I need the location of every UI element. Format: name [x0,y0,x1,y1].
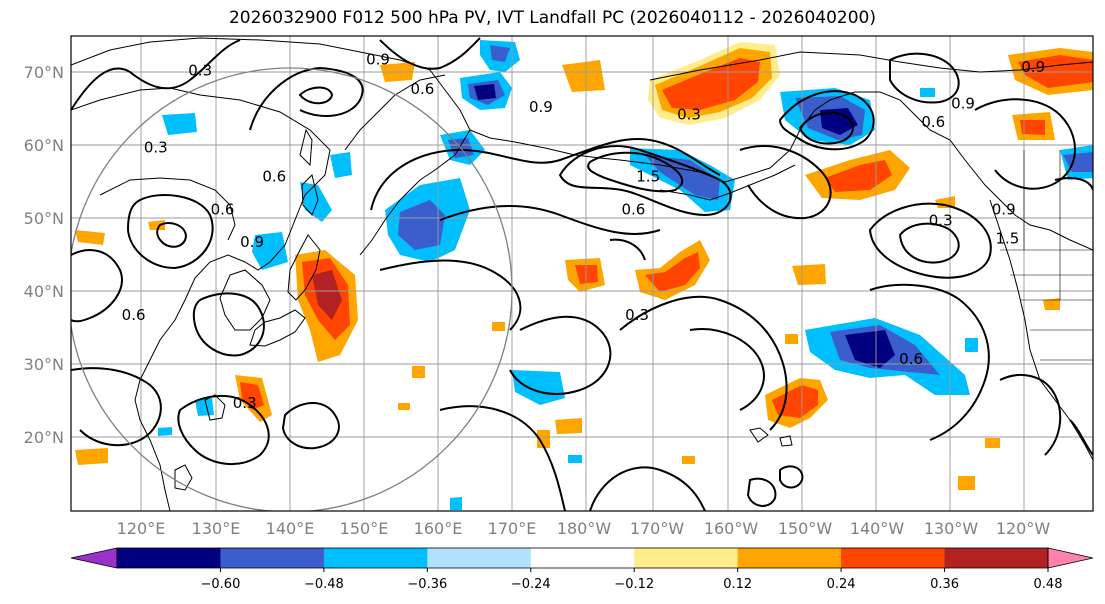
contour-label: 0.3 [677,105,701,123]
contour-label: 0.3 [625,306,649,324]
colorbar-segment [427,548,532,568]
colorbar-tick-label: −0.60 [201,577,241,592]
contour-label: 0.6 [621,200,645,218]
contour-label: 0.6 [410,80,434,98]
colorbar-segment [530,548,635,568]
colorbar-segment [323,548,428,568]
lon-label: 150°E [340,519,389,538]
contour-label: 0.6 [122,306,146,324]
colorbar-segment [841,548,946,568]
contour-labels: 0.3 0.9 0.6 0.3 0.3 0.6 0.6 0.9 0.9 0.3 1.5 0.6 0.9 0… [122,22,1046,412]
landfall-region-circle [71,67,513,511]
colorbar-tick-label: −0.24 [511,577,551,592]
contour-label: 0.6 [262,168,286,186]
pv-shading [75,40,1093,510]
contour-label: 0.9 [992,200,1016,218]
lat-label: 30°N [24,355,64,374]
contour-label: 0.9 [366,51,390,69]
colorbar-tick-label: 0.24 [827,577,856,592]
contour-label: 0.9 [529,98,553,116]
colorbar-segment [220,548,325,568]
colorbar: −0.60 −0.48 −0.36 −0.24 −0.12 0.12 0.24 0.36 0.4… [70,547,1094,592]
map-frame [70,35,1094,512]
contour-label: 1.5 [636,168,660,186]
colorbar-tick-label: 0.36 [930,577,959,592]
contour-label: 0.6 [211,200,235,218]
lon-label: 150°W [778,519,833,538]
pv-contours [71,37,1093,511]
lat-label: 50°N [24,209,64,228]
lon-label: 120°E [117,519,166,538]
contour-label: 0.9 [951,95,975,113]
colorbar-segment [117,548,221,568]
contour-label: 1.5 [995,230,1019,248]
lat-label: 70°N [24,63,64,82]
colorbar-segment [737,548,842,568]
contour-label: 0.6 [921,113,945,131]
lon-label: 140°W [850,519,905,538]
contour-label: 0.3 [144,138,168,156]
lon-label: 170°W [630,519,685,538]
latitude-labels: 70°N 60°N 50°N 40°N 30°N 20°N [24,63,64,447]
contour-label: 0.9 [1021,58,1045,76]
contour-label: 0.3 [929,211,953,229]
lon-label: 170°E [488,519,537,538]
lon-label: 130°E [192,519,241,538]
contour-label: 0.3 [188,62,212,80]
lat-label: 40°N [24,282,64,301]
lon-label: 160°E [414,519,463,538]
lat-label: 20°N [24,428,64,447]
lon-label: 130°W [924,519,979,538]
colorbar-tick-label: −0.36 [407,577,447,592]
contour-label: 0.3 [233,394,257,412]
graticule [71,36,1093,511]
lat-label: 60°N [24,136,64,155]
colorbar-segment [634,548,739,568]
colorbar-tick-label: −0.12 [614,577,654,592]
contour-label: 0.3 [507,22,531,40]
colorbar-tick-label: 0.48 [1034,577,1063,592]
lon-label: 120°W [996,519,1051,538]
coastlines [71,37,1093,511]
colorbar-segment [944,548,1049,568]
colorbar-extend-min [70,547,118,569]
chart-title: 2026032900 F012 500 hPa PV, IVT Landfall… [228,8,876,28]
contour-label: 0.9 [240,233,264,251]
colorbar-outline [116,547,1049,569]
colorbar-tick-label: 0.12 [723,577,752,592]
lon-label: 140°E [266,519,315,538]
lon-label: 180°W [557,519,612,538]
longitude-labels: 120°E 130°E 140°E 150°E 160°E 170°E 180°… [117,519,1051,538]
colorbar-extend-max [1047,547,1094,569]
lon-label: 160°W [704,519,759,538]
colorbar-tick-label: −0.48 [304,577,344,592]
contour-label: 0.6 [899,350,923,368]
